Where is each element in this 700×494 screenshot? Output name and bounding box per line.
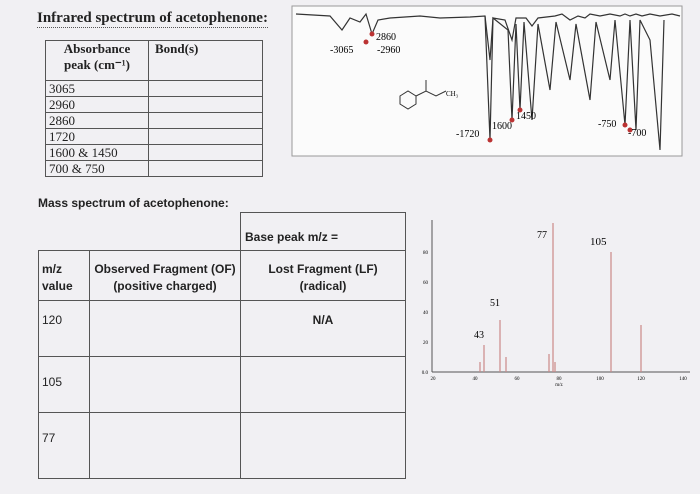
y-tick-label: 80	[423, 251, 429, 256]
cell	[89, 356, 241, 413]
axes	[431, 220, 690, 373]
header-cell: Lost Fragment (LF) (radical)	[240, 250, 406, 301]
y-tick-label: 40	[423, 311, 429, 316]
cell: 700 & 750	[45, 160, 149, 177]
x-tick-label: 80	[557, 377, 563, 382]
ir-label: 2860	[376, 32, 396, 43]
y-tick-label: 60	[423, 281, 429, 286]
peak-label: 43	[474, 330, 484, 341]
peak-dots	[363, 31, 633, 143]
y-tick-label: 0.0	[422, 371, 429, 376]
molecule	[399, 80, 447, 110]
peak-label: 105	[590, 236, 607, 248]
y-ticks: 0.0 20 40 60 80	[422, 251, 429, 376]
cell	[148, 96, 263, 113]
cell: 77	[38, 412, 90, 479]
header-cell: Absorbance peak (cm⁻¹)	[45, 40, 149, 81]
cell	[240, 356, 406, 413]
x-tick-label: 140	[679, 377, 687, 382]
header-text: Observed Fragment (OF)	[94, 262, 236, 276]
cell	[240, 412, 406, 479]
mass-title: Mass spectrum of acetophenone:	[38, 196, 229, 210]
y-tick-label: 20	[423, 341, 429, 346]
ir-label: -700	[628, 128, 646, 139]
x-tick-label: 20	[431, 377, 437, 382]
ir-spectrum: CH₃ 2860 -3065 -2960 -1720 1600 1450 -75…	[291, 5, 683, 157]
header-text: Absorbance	[63, 41, 131, 56]
cell	[148, 80, 263, 97]
cell: 3065	[45, 80, 149, 97]
header-cell: Observed Fragment (OF) (positive charged)	[89, 250, 241, 301]
x-tick-label: 60	[515, 377, 521, 382]
cell: 1600 & 1450	[45, 144, 149, 161]
x-axis-label: m/z	[555, 383, 563, 388]
cell: N/A	[240, 300, 406, 357]
cell	[89, 412, 241, 479]
x-tick-label: 40	[473, 377, 479, 382]
ir-label: 1600	[492, 121, 512, 132]
header-text: value	[42, 279, 73, 293]
cell: 2860	[45, 112, 149, 129]
cell	[148, 160, 263, 177]
cell: 2960	[45, 96, 149, 113]
ir-label: -3065	[330, 45, 353, 56]
peaks	[479, 223, 642, 372]
ir-table: Absorbance peak (cm⁻¹) Bond(s) 3065 2960 …	[45, 40, 263, 177]
cell	[148, 128, 263, 145]
cell	[148, 112, 263, 129]
base-peak-cell: Base peak m/z =	[240, 212, 406, 251]
peak-label: 77	[537, 230, 547, 241]
peak-label: 51	[490, 298, 500, 309]
cell: 105	[38, 356, 90, 413]
ir-title: Infrared spectrum of acetophenone:	[37, 10, 268, 28]
ir-label: CH₃	[446, 90, 459, 98]
ir-label: -1720	[456, 129, 479, 140]
cell: 1720	[45, 128, 149, 145]
base-peak-text: Base peak m/z =	[245, 230, 339, 244]
cell	[89, 300, 241, 357]
header-text: Lost Fragment (LF)	[268, 262, 378, 276]
x-ticks: 20 40 60 80 100 120 140 m/z	[431, 377, 688, 388]
mass-table: m/z value Observed Fragment (OF) (positive…	[38, 250, 406, 479]
ir-label: -750	[598, 119, 616, 130]
ir-label: 1450	[516, 111, 536, 122]
ir-trace	[295, 12, 681, 61]
cell	[148, 144, 263, 161]
x-tick-label: 100	[596, 377, 604, 382]
header-text: (radical)	[299, 279, 347, 293]
header-text: m/z	[42, 262, 63, 276]
header-text: (positive charged)	[113, 279, 217, 293]
mass-spectrum: 77 105 51 43 20 40 60 80 100 120 140 m/z…	[422, 220, 690, 388]
header-cell: m/z value	[38, 250, 90, 301]
ir-label: -2960	[377, 45, 400, 56]
cell: 120	[38, 300, 90, 357]
header-text: peak (cm⁻¹)	[64, 57, 130, 72]
header-cell: Bond(s)	[148, 40, 263, 81]
x-tick-label: 120	[637, 377, 645, 382]
